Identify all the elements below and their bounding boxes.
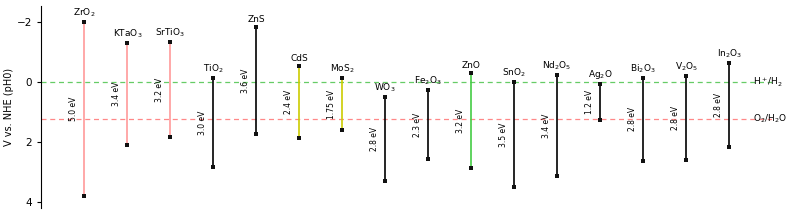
Text: 3.5 eV: 3.5 eV: [499, 122, 508, 147]
Text: 3.4 eV: 3.4 eV: [112, 82, 121, 106]
Text: 5.0 eV: 5.0 eV: [69, 97, 78, 121]
Text: ZnS: ZnS: [248, 15, 265, 24]
Text: 2.8 eV: 2.8 eV: [628, 107, 637, 131]
Text: V$_2$O$_5$: V$_2$O$_5$: [675, 60, 698, 73]
Text: KTaO$_3$: KTaO$_3$: [113, 28, 142, 40]
Text: 3.0 eV: 3.0 eV: [198, 110, 207, 135]
Text: SnO$_2$: SnO$_2$: [503, 66, 526, 79]
Text: 3.6 eV: 3.6 eV: [241, 68, 250, 93]
Text: H$^+$/H$_2$: H$^+$/H$_2$: [753, 75, 783, 89]
Text: 2.8 eV: 2.8 eV: [370, 127, 379, 151]
Text: 2.4 eV: 2.4 eV: [284, 90, 293, 115]
Text: ZnO: ZnO: [462, 61, 480, 70]
Text: CdS: CdS: [291, 55, 308, 63]
Text: TiO$_2$: TiO$_2$: [203, 62, 224, 75]
Text: WO$_3$: WO$_3$: [375, 82, 396, 94]
Text: 3.2 eV: 3.2 eV: [155, 77, 164, 102]
Text: MoS$_2$: MoS$_2$: [330, 63, 354, 75]
Text: ZrO$_2$: ZrO$_2$: [73, 7, 95, 19]
Text: Nd$_2$O$_5$: Nd$_2$O$_5$: [542, 59, 572, 72]
Text: 2.8 eV: 2.8 eV: [671, 106, 680, 130]
Text: SrTiO$_3$: SrTiO$_3$: [156, 26, 185, 39]
Text: In$_2$O$_3$: In$_2$O$_3$: [716, 48, 742, 60]
Text: 2.8 eV: 2.8 eV: [714, 93, 723, 117]
Text: 3.4 eV: 3.4 eV: [542, 113, 551, 138]
Text: O$_2$/H$_2$O: O$_2$/H$_2$O: [753, 113, 787, 125]
Text: 2.3 eV: 2.3 eV: [413, 113, 422, 137]
Text: Ag$_2$O: Ag$_2$O: [588, 68, 612, 81]
Text: 1.75 eV: 1.75 eV: [327, 90, 336, 119]
Text: Fe$_2$O$_3$: Fe$_2$O$_3$: [414, 75, 442, 87]
Text: 3.2 eV: 3.2 eV: [456, 108, 465, 133]
Text: 1.2 eV: 1.2 eV: [585, 90, 594, 114]
Y-axis label: V vs. NHE (pH0): V vs. NHE (pH0): [4, 68, 14, 146]
Text: Bi$_2$O$_3$: Bi$_2$O$_3$: [630, 62, 656, 75]
